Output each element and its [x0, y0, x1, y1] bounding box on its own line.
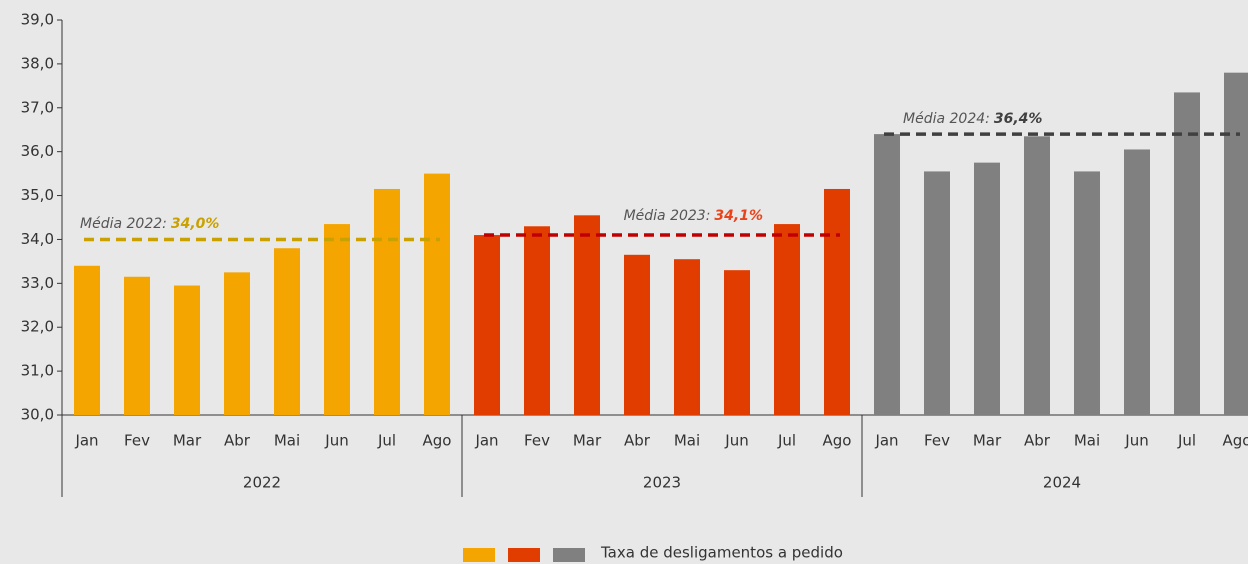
average-label: Média 2022: [80, 216, 167, 232]
x-tick-label: Mar [973, 432, 1002, 450]
y-tick-label: 37,0 [21, 98, 54, 116]
x-tick-label: Abr [224, 432, 251, 450]
y-tick-label: 36,0 [21, 142, 54, 160]
y-tick-label: 34,0 [21, 230, 54, 248]
bar [324, 224, 350, 415]
x-tick-label: Jul [777, 432, 796, 450]
bar [1224, 72, 1248, 416]
legend-swatch [463, 548, 495, 562]
bar [674, 259, 700, 415]
bar [624, 254, 650, 415]
bar [74, 265, 100, 415]
bar [224, 272, 250, 415]
bar [574, 215, 600, 415]
bar [524, 226, 550, 415]
x-tick-label: Jan [74, 432, 98, 450]
x-tick-label: Jul [1177, 432, 1196, 450]
x-tick-label: Mai [274, 432, 300, 450]
bar [874, 134, 900, 415]
x-tick-label: Ago [823, 432, 852, 450]
group-label: 2024 [1043, 474, 1081, 492]
x-tick-label: Jun [1124, 432, 1148, 450]
y-tick-label: 39,0 [21, 11, 54, 29]
bar [824, 188, 850, 415]
x-tick-label: Abr [1024, 432, 1051, 450]
x-tick-label: Mai [674, 432, 700, 450]
group-label: 2023 [643, 474, 681, 492]
bar [1124, 149, 1150, 415]
average-annotation: Média 2024: 36,4% [903, 111, 1042, 127]
bar [724, 270, 750, 415]
bar [1174, 92, 1200, 416]
x-tick-label: Fev [924, 432, 950, 450]
average-annotation: Média 2022: 34,0% [80, 216, 219, 232]
average-label: Média 2024: [903, 111, 990, 127]
x-tick-label: Jan [874, 432, 898, 450]
average-annotation: Média 2023: 34,1% [624, 208, 763, 224]
group-label: 2022 [243, 474, 281, 492]
y-tick-label: 38,0 [21, 54, 54, 72]
y-tick-label: 30,0 [21, 406, 54, 424]
x-tick-label: Jun [324, 432, 348, 450]
x-tick-label: Jan [474, 432, 498, 450]
x-tick-label: Abr [624, 432, 651, 450]
bar [124, 276, 150, 415]
bar [1024, 136, 1050, 416]
average-value-label: 34,0% [171, 216, 220, 232]
x-tick-label: Jun [724, 432, 748, 450]
bar [924, 171, 950, 415]
x-tick-label: Mai [1074, 432, 1100, 450]
bar [974, 162, 1000, 415]
bar [774, 224, 800, 415]
bar [474, 235, 500, 415]
bar [174, 285, 200, 415]
bar [374, 188, 400, 415]
average-value-label: 36,4% [994, 111, 1043, 127]
x-tick-label: Mar [573, 432, 602, 450]
bar [424, 173, 450, 415]
legend-label: Taxa de desligamentos a pedido [600, 544, 843, 562]
bar [274, 248, 300, 415]
average-label: Média 2023: [624, 208, 711, 224]
bar [1074, 171, 1100, 415]
y-tick-label: 31,0 [21, 362, 54, 380]
legend-swatch [553, 548, 585, 562]
x-tick-label: Fev [124, 432, 150, 450]
average-value-label: 34,1% [714, 208, 763, 224]
x-tick-label: Fev [524, 432, 550, 450]
y-tick-label: 32,0 [21, 318, 54, 336]
legend-swatch [508, 548, 540, 562]
y-tick-label: 33,0 [21, 274, 54, 292]
x-tick-label: Ago [1223, 432, 1248, 450]
x-tick-label: Jul [377, 432, 396, 450]
x-tick-label: Ago [423, 432, 452, 450]
x-tick-label: Mar [173, 432, 202, 450]
y-tick-label: 35,0 [21, 186, 54, 204]
